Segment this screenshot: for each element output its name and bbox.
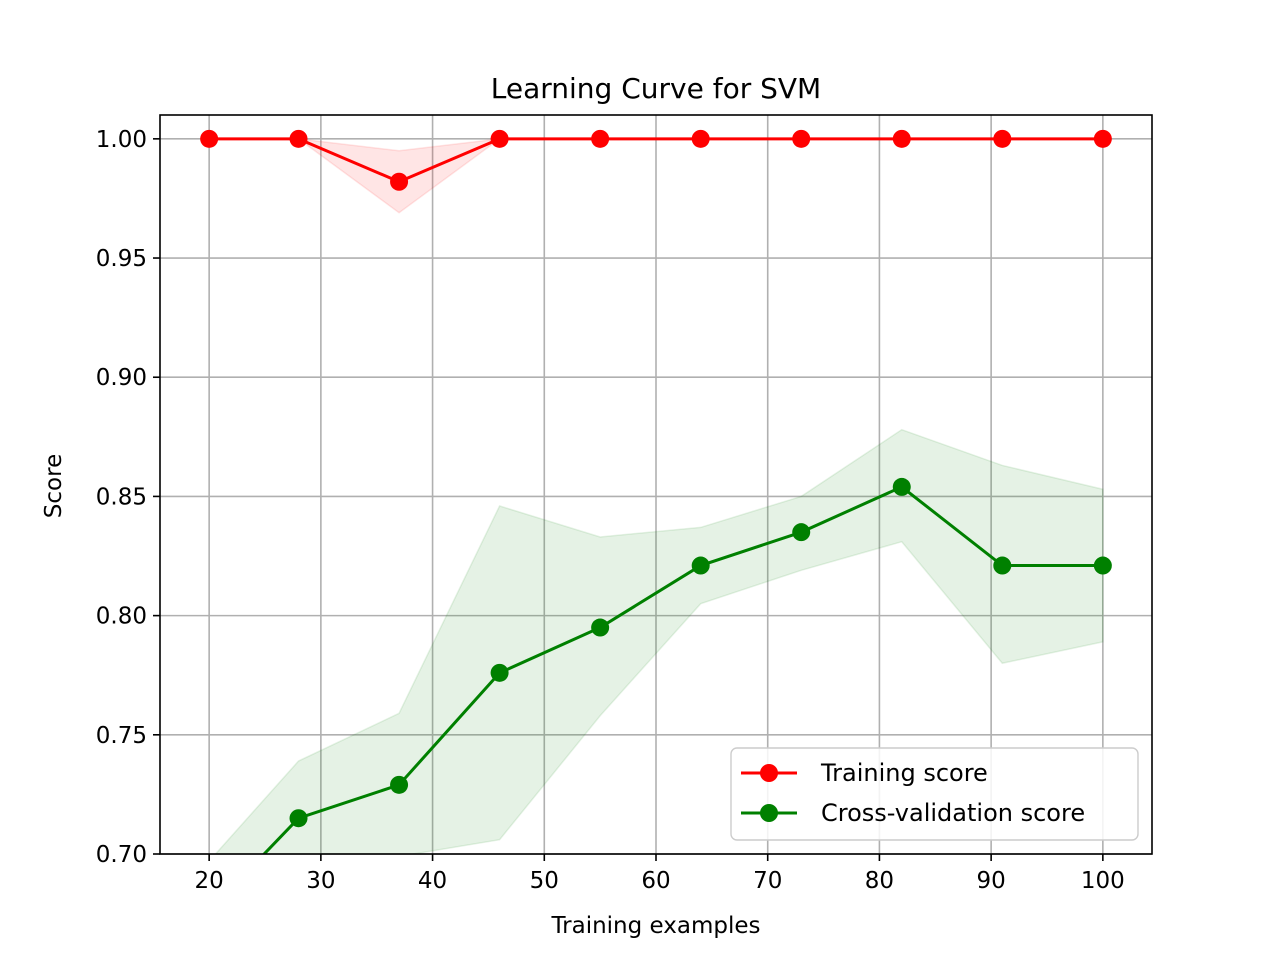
data-point <box>691 129 710 148</box>
y-tick-label: 0.95 <box>96 246 147 272</box>
x-axis-label: Training examples <box>550 913 760 939</box>
series-points <box>200 129 1112 920</box>
data-point <box>993 556 1012 575</box>
series-line-1 <box>262 485 1103 854</box>
data-point <box>892 477 911 496</box>
y-axis-label: Score <box>41 454 67 518</box>
data-point <box>289 809 308 828</box>
x-tick-label: 50 <box>530 868 559 894</box>
legend-marker-cross-validation <box>760 804 778 822</box>
data-point <box>591 129 610 148</box>
y-axis-ticks: 0.70 0.75 0.80 0.85 0.90 0.95 1.00 <box>96 127 160 868</box>
data-point <box>289 129 308 148</box>
data-point <box>390 172 409 191</box>
legend: Training score Cross-validation score <box>730 747 1139 841</box>
data-point <box>390 775 409 794</box>
data-point <box>1093 129 1112 148</box>
legend-label-training: Training score <box>820 759 988 787</box>
x-tick-label: 60 <box>641 868 670 894</box>
x-tick-label: 80 <box>865 868 894 894</box>
data-point <box>691 556 710 575</box>
y-tick-label: 1.00 <box>96 127 147 153</box>
x-tick-label: 70 <box>753 868 782 894</box>
x-tick-label: 100 <box>1081 868 1125 894</box>
series-line-0 <box>209 137 1103 184</box>
data-point <box>490 129 509 148</box>
y-tick-label: 0.80 <box>96 604 147 630</box>
data-point <box>892 129 911 148</box>
data-point <box>792 523 811 542</box>
y-tick-label: 0.90 <box>96 365 147 391</box>
data-point <box>792 129 811 148</box>
data-point <box>200 902 218 920</box>
data-point <box>490 663 509 682</box>
confidence-band-1 <box>214 428 1104 854</box>
x-tick-label: 30 <box>306 868 335 894</box>
data-point <box>200 129 219 148</box>
series-lines <box>209 137 1103 854</box>
grid-lines <box>160 115 1152 855</box>
legend-label-cross-validation: Cross-validation score <box>821 799 1085 827</box>
x-tick-label: 40 <box>418 868 447 894</box>
x-axis-ticks: 20 30 40 50 60 70 80 90 100 <box>195 854 1125 894</box>
legend-box <box>730 747 1139 841</box>
y-tick-label: 0.75 <box>96 723 147 749</box>
y-tick-label: 0.70 <box>96 842 147 868</box>
chart-title: Learning Curve for SVM <box>491 72 821 105</box>
data-point <box>993 129 1012 148</box>
x-tick-label: 90 <box>976 868 1005 894</box>
y-tick-label: 0.85 <box>96 484 147 510</box>
legend-marker-training <box>760 764 778 782</box>
data-point <box>591 618 610 637</box>
data-point <box>1093 556 1112 575</box>
x-tick-label: 20 <box>195 868 224 894</box>
